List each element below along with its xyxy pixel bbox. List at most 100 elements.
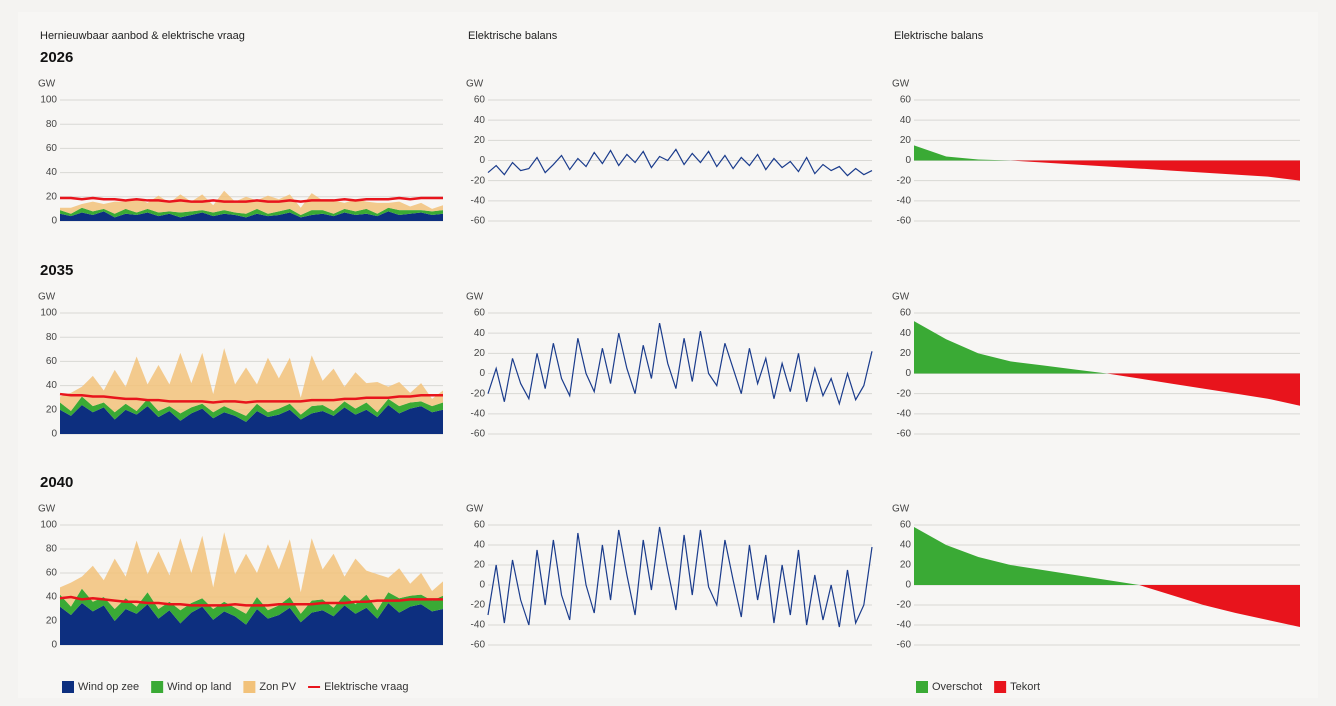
y-tick-label: -60 bbox=[471, 640, 486, 651]
y-tick-label: 40 bbox=[46, 167, 58, 178]
demand-line bbox=[60, 196, 443, 203]
y-tick-label: 40 bbox=[474, 115, 486, 126]
y-tick-label: 0 bbox=[905, 580, 911, 591]
supply-area bbox=[60, 603, 443, 645]
y-tick-label: 60 bbox=[474, 520, 486, 531]
demand-line bbox=[59, 392, 443, 404]
y-tick-label: 20 bbox=[46, 404, 58, 415]
y-tick-label: -40 bbox=[471, 195, 486, 206]
y-tick-label: -60 bbox=[897, 429, 912, 440]
y-tick-label: 40 bbox=[900, 115, 912, 126]
legend-label: Elektrische vraag bbox=[324, 681, 408, 693]
y-tick-label: -40 bbox=[897, 195, 912, 206]
year-label: 2040 bbox=[40, 474, 73, 491]
legend-swatch bbox=[62, 681, 74, 693]
y-unit: GW bbox=[466, 504, 484, 515]
y-unit: GW bbox=[38, 79, 56, 90]
y-tick-label: 80 bbox=[46, 119, 58, 130]
supply-area bbox=[60, 404, 443, 434]
y-tick-label: -20 bbox=[471, 175, 486, 186]
y-tick-label: 60 bbox=[900, 308, 912, 319]
y-tick-label: -40 bbox=[471, 620, 486, 631]
y-unit: GW bbox=[466, 292, 484, 303]
y-tick-label: 80 bbox=[46, 332, 58, 343]
y-tick-label: 20 bbox=[900, 135, 912, 146]
y-tick-label: -40 bbox=[897, 408, 912, 419]
supply-area bbox=[60, 532, 443, 614]
balance-line bbox=[487, 526, 873, 628]
y-tick-label: 40 bbox=[900, 540, 912, 551]
y-tick-label: 60 bbox=[46, 143, 58, 154]
y-unit: GW bbox=[38, 504, 56, 515]
y-tick-label: 60 bbox=[46, 356, 58, 367]
supply-area bbox=[60, 190, 443, 215]
supply-area bbox=[60, 211, 443, 221]
duration-area bbox=[914, 527, 1140, 585]
legend-swatch bbox=[994, 681, 1007, 693]
y-unit: GW bbox=[466, 79, 484, 90]
y-tick-label: 0 bbox=[905, 155, 911, 166]
y-tick-label: 20 bbox=[46, 616, 58, 627]
legend-label: Zon PV bbox=[259, 681, 296, 693]
y-tick-label: -60 bbox=[897, 640, 912, 651]
duration-area bbox=[1010, 160, 1300, 181]
legend-label: Tekort bbox=[1010, 681, 1040, 693]
balance-line bbox=[487, 322, 873, 406]
column-title: Elektrische balans bbox=[468, 30, 558, 42]
duration-area bbox=[1107, 373, 1300, 406]
y-tick-label: 80 bbox=[46, 544, 58, 555]
duration-area bbox=[914, 321, 1107, 374]
y-tick-label: -60 bbox=[471, 216, 486, 227]
duration-area bbox=[914, 145, 1011, 161]
supply-area bbox=[60, 396, 443, 422]
y-tick-label: 20 bbox=[900, 348, 912, 359]
y-unit: GW bbox=[892, 79, 910, 90]
demand-line bbox=[59, 595, 443, 607]
year-label: 2035 bbox=[40, 262, 73, 279]
duration-area bbox=[1139, 585, 1300, 627]
y-tick-label: 40 bbox=[46, 592, 58, 603]
supply-area bbox=[60, 207, 443, 218]
y-tick-label: 0 bbox=[479, 155, 485, 166]
y-tick-label: 60 bbox=[474, 308, 486, 319]
y-tick-label: 0 bbox=[51, 429, 57, 440]
y-tick-label: 100 bbox=[40, 308, 57, 319]
y-tick-label: 20 bbox=[474, 135, 486, 146]
y-tick-label: 60 bbox=[46, 568, 58, 579]
balance-line bbox=[487, 148, 873, 177]
y-tick-label: 0 bbox=[51, 216, 57, 227]
y-tick-label: 0 bbox=[479, 368, 485, 379]
y-tick-label: 60 bbox=[474, 95, 486, 106]
y-tick-label: -60 bbox=[471, 429, 486, 440]
year-label: 2026 bbox=[40, 49, 73, 66]
legend-swatch bbox=[151, 681, 164, 693]
y-unit: GW bbox=[38, 292, 56, 303]
column-title: Elektrische balans bbox=[894, 30, 984, 42]
y-tick-label: -40 bbox=[471, 408, 486, 419]
y-tick-label: 20 bbox=[474, 348, 486, 359]
y-tick-label: 100 bbox=[40, 520, 57, 531]
y-tick-label: 40 bbox=[900, 328, 912, 339]
y-tick-label: 0 bbox=[479, 580, 485, 591]
y-tick-label: 40 bbox=[474, 328, 486, 339]
y-unit: GW bbox=[892, 504, 910, 515]
legend-swatch bbox=[243, 681, 256, 693]
y-tick-label: 40 bbox=[474, 540, 486, 551]
legend-label: Wind op land bbox=[167, 681, 231, 693]
y-tick-label: -20 bbox=[471, 600, 486, 611]
y-tick-label: 60 bbox=[900, 95, 912, 106]
legend-swatch bbox=[916, 681, 928, 693]
y-tick-label: -40 bbox=[897, 620, 912, 631]
y-tick-label: 0 bbox=[51, 640, 57, 651]
y-tick-label: 40 bbox=[46, 380, 58, 391]
legend-label: Wind op zee bbox=[78, 681, 139, 693]
y-tick-label: -20 bbox=[471, 388, 486, 399]
y-tick-label: 60 bbox=[900, 520, 912, 531]
y-tick-label: 20 bbox=[900, 560, 912, 571]
y-tick-label: -20 bbox=[897, 175, 912, 186]
column-title: Hernieuwbaar aanbod & elektrische vraag bbox=[40, 30, 245, 42]
y-unit: GW bbox=[892, 292, 910, 303]
y-tick-label: 20 bbox=[474, 560, 486, 571]
y-tick-label: -20 bbox=[897, 388, 912, 399]
